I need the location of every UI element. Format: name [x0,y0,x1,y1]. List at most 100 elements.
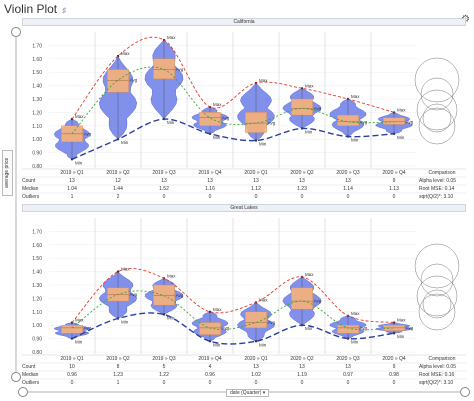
vertical-slider-track[interactable] [15,30,17,376]
x-axis-selector[interactable]: date (Quarter) ▾ [226,389,270,397]
row-header: Count [22,364,36,370]
max-label: Max [259,78,268,83]
comparison-circle [418,293,456,331]
table-cell: 0 [346,194,350,200]
table-cell: 0.96 [67,372,77,378]
max-trend-line [71,36,395,120]
table-cell: 0 [208,194,212,200]
comparison-header: Comparison [428,170,456,176]
box-quartile [61,324,83,334]
y-tick-label: 1.20 [32,110,42,116]
column-header: 2019 » Q2 [106,356,130,362]
max-label: Max [259,297,268,302]
column-header: 2020 » Q1 [244,170,268,176]
row-header: Median [22,372,39,378]
min-label: Min [213,135,221,140]
max-label: Max [397,107,406,112]
y-tick-label: 1.60 [32,243,42,249]
box-quartile [337,114,359,127]
comparison-circle [422,289,452,319]
vertical-slider-top-handle[interactable] [11,27,21,37]
horizontal-slider-left-handle[interactable] [18,387,28,397]
column-header: 2019 » Q1 [60,170,84,176]
chart-panel-california: California 1.70 1.60 1.50 1.40 1.30 1.20 1.10 1… [22,18,466,203]
column-header: 2019 » Q4 [198,356,222,362]
comparison-circle [420,77,454,111]
table-cell: 0.96 [205,372,215,378]
avg-label: Avg [360,325,368,330]
comparison-circle [414,243,460,289]
stats-table: 2019 » Q1 2019 » Q2 2019 » Q3 2019 » Q4 2020… [22,355,466,389]
table-cell: 1.52 [159,186,169,192]
column-header: 2020 » Q2 [290,170,314,176]
box-quartile [107,69,129,93]
table-cell: 1.04 [67,186,77,192]
min-trend-line [71,118,395,160]
table-cell: 0 [254,380,258,386]
table-cell: 12 [115,178,121,184]
table-cell: 13 [299,364,305,370]
min-label: Min [213,342,221,347]
table-cell: 13 [69,178,75,184]
table-cell: 10 [69,364,75,370]
violin-plot: 1.70 1.60 1.50 1.40 1.30 1.20 1.10 1.00 0.90 0.80… [22,32,466,194]
max-trend-line [71,268,395,323]
comparison-stat: sqrt(Q/2)*: 3.10 [419,380,454,386]
comparison-circle [414,57,460,103]
horizontal-slider-right-handle[interactable] [460,387,470,397]
min-label: Min [259,142,267,147]
min-label: Min [259,342,267,347]
y-tick-label: 1.10 [32,124,42,130]
avg-label: Avg [406,119,414,124]
y-tick-label: 1.50 [32,256,42,262]
y-tick-label: 1.30 [32,97,42,103]
vertical-slider-bottom-handle[interactable] [11,372,21,382]
min-label: Min [397,135,405,140]
table-cell: 13 [299,178,305,184]
y-tick-label: 1.10 [32,310,42,316]
share-icon[interactable]: ♯ [62,6,67,15]
avg-label: Avg [360,119,368,124]
min-point [254,340,258,343]
table-cell: 1.12 [251,186,261,192]
avg-label: Avg [84,131,92,136]
max-point [300,87,304,90]
min-label: Min [397,334,405,339]
table-cell: 0 [300,194,304,200]
min-label: Min [75,340,83,345]
avg-trend-line [71,290,395,331]
box-quartile [291,287,313,310]
box-quartile [337,324,359,334]
box-quartile [383,117,405,125]
table-cell: 13 [345,178,351,184]
row-header: Median [22,186,39,192]
avg-label: Avg [268,121,276,126]
min-label: Min [121,320,129,325]
comparison-stat: sqrt(Q/2)*: 3.10 [419,194,454,200]
panel-title: California [22,18,466,26]
row-header: Outliers [22,380,40,386]
y-axis-selector[interactable]: average price [2,150,13,196]
column-header: 2019 » Q2 [106,170,130,176]
max-label: Max [397,318,406,323]
stats-table: 2019 » Q1 2019 » Q2 2019 » Q3 2019 » Q4 2020… [22,169,466,203]
avg-label: Avg [314,299,322,304]
box-quartile [153,58,175,80]
table-cell: 0 [392,380,396,386]
avg-label: Avg [222,325,230,330]
table-cell: 2 [116,194,120,200]
column-header: 2020 » Q4 [382,170,406,176]
table-cell: 1.23 [113,372,123,378]
y-tick-label: 1.60 [32,57,42,63]
avg-label: Avg [130,292,138,297]
min-point [254,139,258,142]
comparison-stat: Alpha level: 0.05 [419,178,456,184]
y-tick-label: 0.90 [32,151,42,157]
table-cell: 13 [161,178,167,184]
table-cell: 1.19 [297,372,307,378]
table-cell: 0 [70,380,74,386]
box-quartile [199,112,221,127]
avg-trend-line [71,66,395,135]
table-cell: 5 [162,364,166,370]
y-tick-label: 1.40 [32,270,42,276]
